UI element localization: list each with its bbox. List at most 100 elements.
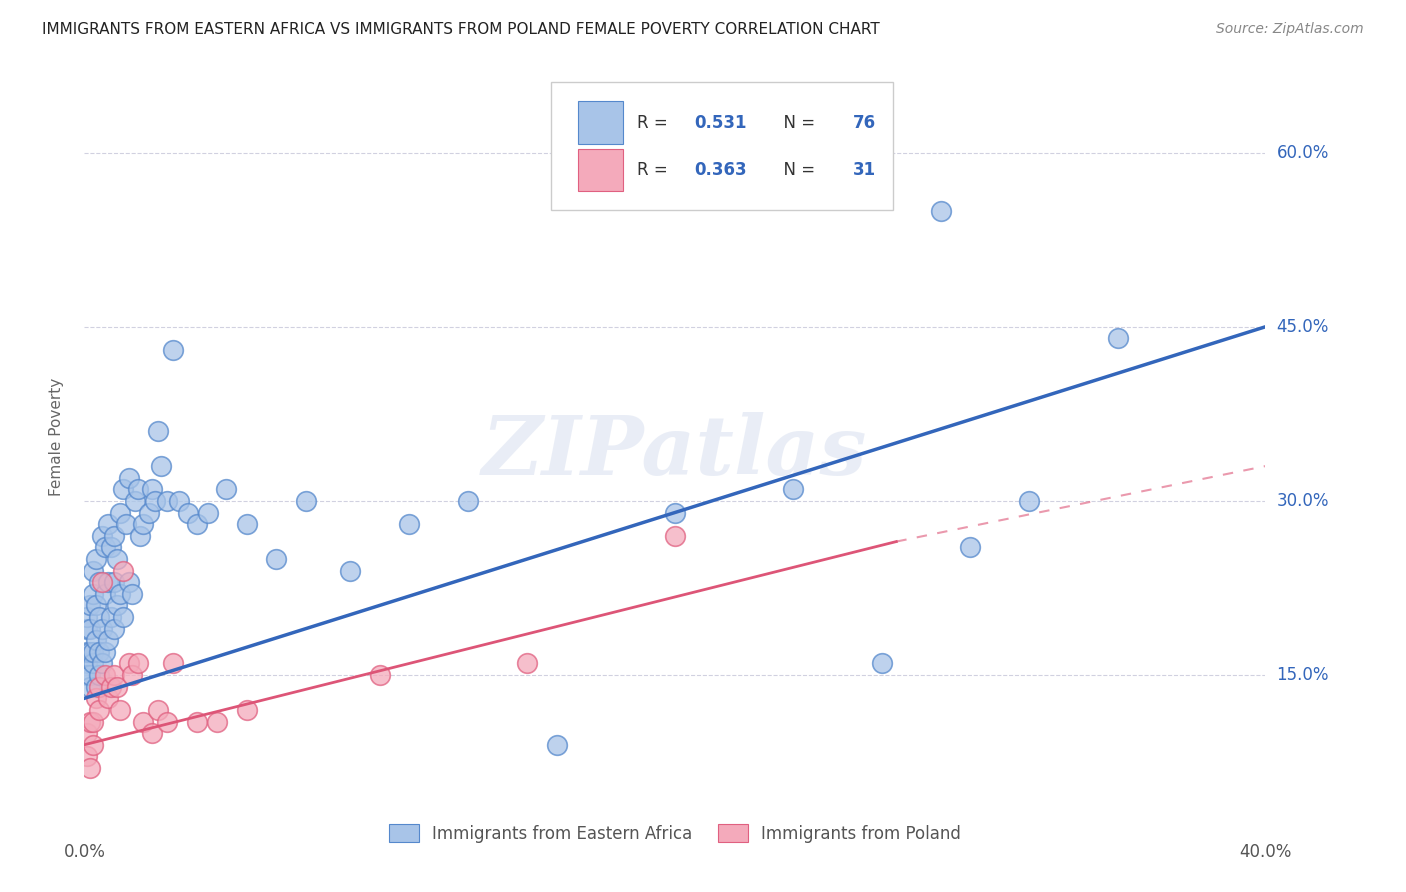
Point: [111, 610, 134, 624]
Point: [105, 552, 128, 566]
Point: [103, 622, 125, 636]
Point: [79, 622, 101, 636]
Point: [118, 575, 141, 590]
Point: [167, 494, 190, 508]
Point: [368, 668, 391, 682]
Point: [1018, 494, 1040, 508]
Point: [1107, 331, 1129, 345]
Point: [457, 494, 479, 508]
Text: R =: R =: [637, 113, 673, 131]
Point: [108, 587, 131, 601]
Point: [87, 680, 111, 694]
Point: [127, 657, 149, 671]
Point: [84, 552, 107, 566]
Point: [94, 668, 117, 682]
Point: [108, 703, 131, 717]
Point: [162, 343, 184, 357]
Text: 0.531: 0.531: [693, 113, 747, 131]
Text: 0.363: 0.363: [693, 161, 747, 179]
Point: [959, 541, 981, 555]
FancyBboxPatch shape: [578, 149, 623, 191]
Text: 40.0%: 40.0%: [1239, 843, 1292, 861]
Point: [79, 761, 101, 775]
Point: [141, 726, 163, 740]
Text: 31: 31: [853, 161, 876, 179]
Point: [82, 645, 104, 659]
Point: [143, 494, 166, 508]
Point: [82, 714, 104, 729]
Point: [118, 471, 141, 485]
Point: [94, 541, 117, 555]
Point: [79, 599, 101, 613]
Point: [97, 691, 120, 706]
Point: [76, 645, 98, 659]
Point: [79, 668, 101, 682]
Text: 15.0%: 15.0%: [1277, 666, 1329, 684]
Text: R =: R =: [637, 161, 673, 179]
Point: [97, 575, 120, 590]
Point: [121, 668, 143, 682]
Text: N =: N =: [773, 161, 820, 179]
Point: [118, 657, 141, 671]
Point: [150, 459, 173, 474]
Text: Source: ZipAtlas.com: Source: ZipAtlas.com: [1216, 22, 1364, 37]
Point: [266, 552, 288, 566]
Point: [156, 714, 179, 729]
Point: [339, 564, 361, 578]
Point: [105, 599, 128, 613]
Point: [103, 668, 125, 682]
Point: [132, 714, 155, 729]
Point: [121, 587, 143, 601]
Point: [295, 494, 318, 508]
Point: [215, 483, 238, 497]
Point: [76, 668, 98, 682]
Point: [129, 529, 152, 543]
Point: [87, 668, 111, 682]
Point: [398, 517, 420, 532]
Point: [177, 506, 200, 520]
Point: [132, 517, 155, 532]
Point: [87, 610, 111, 624]
Point: [186, 714, 208, 729]
Point: [76, 749, 98, 764]
Point: [87, 645, 111, 659]
Point: [111, 564, 134, 578]
Text: IMMIGRANTS FROM EASTERN AFRICA VS IMMIGRANTS FROM POLAND FEMALE POVERTY CORRELAT: IMMIGRANTS FROM EASTERN AFRICA VS IMMIGR…: [42, 22, 880, 37]
Point: [138, 506, 160, 520]
Point: [82, 657, 104, 671]
Point: [84, 691, 107, 706]
Point: [186, 517, 208, 532]
Point: [79, 645, 101, 659]
Point: [114, 517, 136, 532]
Point: [100, 541, 122, 555]
Point: [87, 575, 111, 590]
Y-axis label: Female Poverty: Female Poverty: [49, 378, 63, 496]
Text: 60.0%: 60.0%: [1277, 144, 1329, 161]
Point: [100, 680, 122, 694]
Point: [870, 657, 893, 671]
Text: 76: 76: [853, 113, 876, 131]
Point: [156, 494, 179, 508]
Point: [127, 483, 149, 497]
Point: [124, 494, 146, 508]
Point: [87, 703, 111, 717]
Point: [91, 575, 114, 590]
Point: [236, 517, 259, 532]
Point: [82, 738, 104, 752]
Point: [76, 622, 98, 636]
Text: N =: N =: [773, 113, 820, 131]
Point: [546, 738, 568, 752]
Point: [97, 517, 120, 532]
Point: [207, 714, 229, 729]
Point: [79, 680, 101, 694]
Point: [148, 424, 170, 438]
Point: [79, 714, 101, 729]
Point: [929, 203, 952, 218]
Point: [108, 506, 131, 520]
Point: [76, 657, 98, 671]
FancyBboxPatch shape: [551, 82, 893, 211]
Point: [236, 703, 259, 717]
Point: [97, 633, 120, 648]
Point: [664, 529, 686, 543]
Point: [516, 657, 538, 671]
